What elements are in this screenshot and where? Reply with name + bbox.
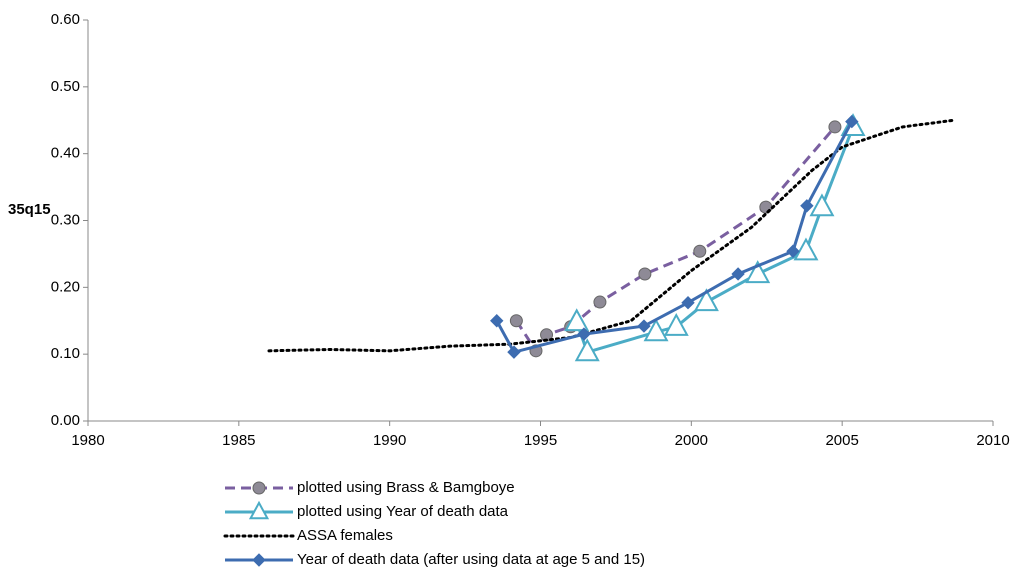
data-point	[564, 308, 590, 332]
data-point	[577, 327, 591, 341]
data-point	[793, 237, 819, 261]
data-point	[828, 120, 842, 134]
legend-label: ASSA females	[297, 527, 393, 544]
y-tick-label: 0.40	[51, 145, 80, 162]
data-point	[507, 345, 521, 359]
data-point	[638, 267, 652, 281]
data-point	[800, 199, 814, 213]
data-point	[574, 338, 600, 362]
x-tick-label: 1985	[222, 432, 255, 449]
data-point	[663, 312, 689, 336]
data-point	[593, 295, 607, 309]
x-tick-label: 2005	[825, 432, 858, 449]
data-point	[693, 244, 707, 258]
data-point	[745, 260, 771, 284]
x-tick-label: 1980	[71, 432, 104, 449]
legend-label: plotted using Year of death data	[297, 503, 509, 520]
data-point	[490, 314, 504, 328]
y-tick-label: 0.00	[51, 412, 80, 429]
y-tick-label: 0.30	[51, 211, 80, 228]
legend-marker	[248, 500, 270, 520]
data-point	[809, 193, 835, 217]
data-point	[643, 318, 669, 342]
data-point	[509, 314, 523, 328]
series-line	[267, 118, 956, 353]
data-point	[845, 114, 859, 129]
legend-label: Year of death data (after using data at …	[297, 551, 645, 568]
series-line	[575, 126, 855, 354]
x-tick-label: 2010	[976, 432, 1009, 449]
x-tick-label: 1995	[524, 432, 557, 449]
data-point	[693, 288, 719, 312]
x-tick-label: 2000	[675, 432, 708, 449]
y-tick-label: 0.20	[51, 278, 80, 295]
legend-marker	[252, 481, 266, 495]
data-point	[681, 295, 695, 310]
data-point	[637, 319, 651, 333]
legend-label: plotted using Brass & Bamgboye	[297, 479, 515, 496]
y-tick-label: 0.10	[51, 345, 80, 362]
data-point	[731, 267, 745, 281]
legend-marker	[252, 553, 266, 567]
y-axis-label: 35q15	[8, 201, 51, 218]
y-tick-label: 0.50	[51, 78, 80, 95]
y-tick-label: 0.60	[51, 11, 80, 28]
data-point	[786, 244, 800, 258]
x-tick-label: 1990	[373, 432, 406, 449]
